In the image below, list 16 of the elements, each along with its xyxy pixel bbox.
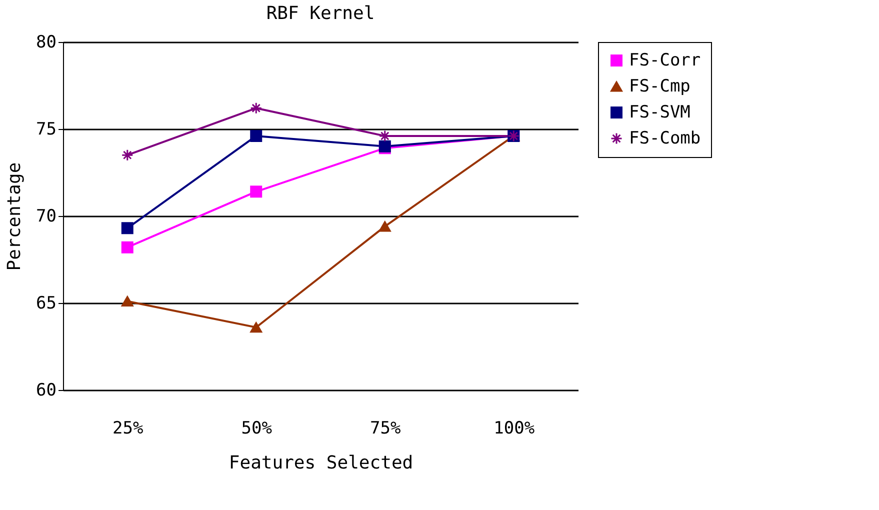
x-axis-title: Features Selected: [228, 452, 414, 474]
legend-label: FS-Cmp: [629, 76, 690, 96]
legend-label: FS-Comb: [629, 128, 701, 148]
x-tick-label: 25%: [112, 418, 144, 438]
y-tick-label: 70: [36, 206, 56, 226]
y-tick-label: 65: [36, 294, 56, 314]
legend-label: FS-Corr: [629, 50, 701, 70]
y-tick-label: 75: [36, 120, 56, 140]
y-axis-title: Percentage: [4, 162, 26, 271]
x-tick-label: 50%: [241, 418, 272, 438]
chart-title: RBF Kernel: [266, 3, 375, 24]
legend-label: FS-SVM: [629, 102, 690, 122]
y-tick-label: 60: [36, 380, 56, 400]
x-tick-label: 75%: [370, 418, 401, 438]
y-tick-label: 80: [36, 32, 56, 52]
x-tick-label: 100%: [494, 418, 535, 438]
